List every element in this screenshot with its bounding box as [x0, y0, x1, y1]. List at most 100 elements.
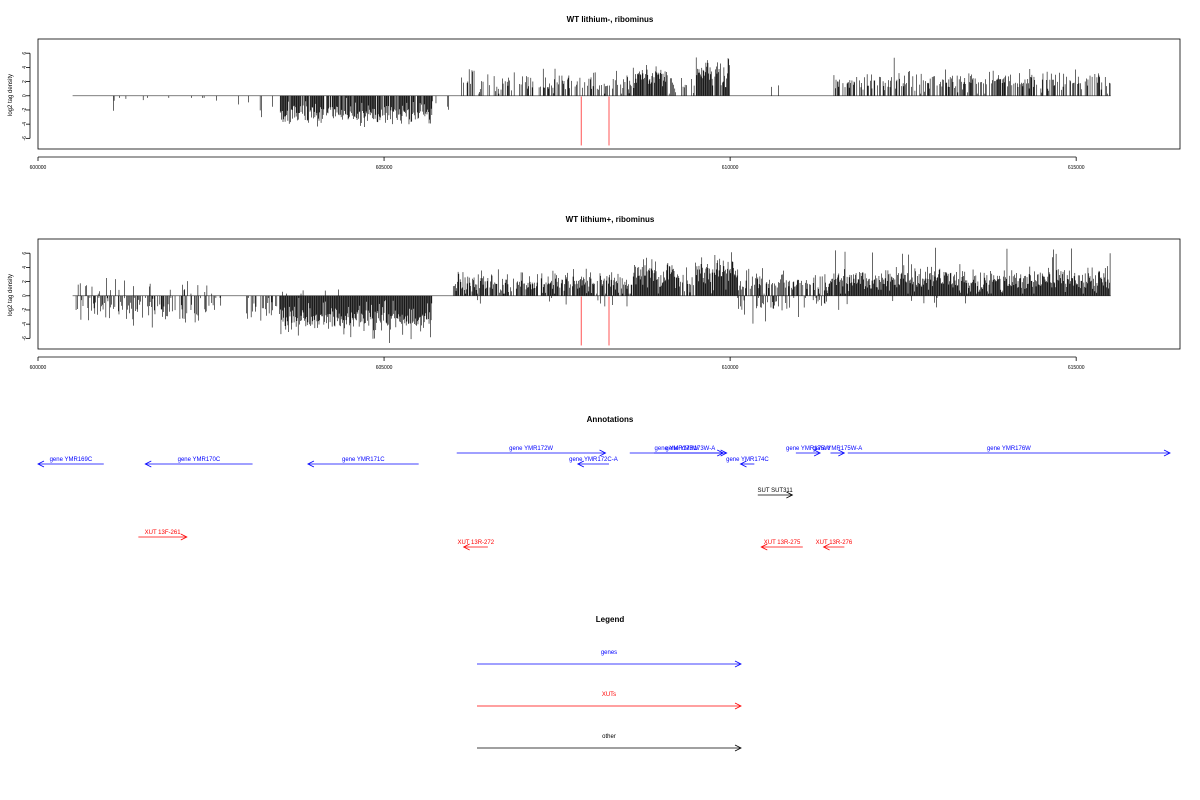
- annotation-feature: gene YMR175W-A: [812, 446, 862, 457]
- feature-label: gene YMR173W: [655, 446, 699, 452]
- feature-arrowhead: [462, 543, 470, 551]
- plot-frame: [37, 238, 1181, 350]
- feature-arrowhead: [720, 449, 728, 457]
- x-tick-label: 610000: [722, 165, 739, 171]
- y-tick-label: 4: [22, 266, 28, 269]
- legend-label: XUTs: [602, 692, 616, 698]
- panel-title: WT lithium-, ribominus: [567, 15, 654, 24]
- annotation-features: gene YMR169C gene YMR170C gene YMR171C gene…: [37, 446, 1171, 551]
- feature-arrowhead: [576, 460, 585, 468]
- y-tick-label: -4: [22, 122, 28, 127]
- feature-label: gene YMR175W: [786, 446, 830, 452]
- plot-frame: [37, 38, 1181, 150]
- feature-arrowhead: [760, 543, 768, 551]
- annotation-feature: XUT 13R-276: [816, 540, 853, 551]
- legend-arrowhead: [734, 744, 742, 752]
- annotation-feature: gene YMR173W-A: [653, 446, 728, 457]
- y-axis: -6 -4 -2 0 2 4 6: [22, 52, 31, 141]
- density-bars: [72, 247, 1111, 344]
- legend-entry: genes: [477, 650, 742, 668]
- x-tick-label: 600000: [30, 365, 47, 371]
- y-tick-label: 6: [22, 252, 28, 255]
- y-tick-label: -6: [22, 136, 28, 141]
- feature-arrowhead: [1163, 449, 1171, 457]
- feature-label: XUT 13F-261: [145, 530, 182, 536]
- y-axis-label: log2 tag density: [8, 74, 14, 116]
- track-panel-lithium-plus: WT lithium+, ribominus log2 tag density …: [8, 215, 1181, 371]
- x-tick-label: 605000: [376, 165, 393, 171]
- y-tick-label: -4: [22, 322, 28, 327]
- x-axis: 600000 605000 610000 615000: [30, 356, 1085, 371]
- y-axis-label: log2 tag density: [8, 274, 14, 316]
- y-tick-label: 0: [22, 94, 28, 97]
- annotation-feature: XUT 13R-275: [760, 540, 803, 551]
- y-tick-label: 0: [22, 294, 28, 297]
- legend-arrowhead: [734, 702, 742, 710]
- feature-label: gene YMR171C: [342, 457, 385, 463]
- y-axis: -6 -4 -2 0 2 4 6: [22, 252, 31, 341]
- feature-arrowhead: [739, 460, 747, 468]
- y-tick-label: -6: [22, 336, 28, 341]
- feature-arrowhead: [822, 543, 830, 551]
- x-tick-label: 615000: [1068, 365, 1085, 371]
- feature-arrowhead: [307, 460, 315, 468]
- annotation-feature: gene YMR171C: [307, 457, 419, 468]
- annotation-feature: gene YMR174C: [726, 457, 769, 468]
- legend-title: Legend: [596, 615, 625, 624]
- feature-arrowhead: [786, 491, 794, 499]
- y-tick-label: 2: [22, 280, 28, 283]
- annotation-feature: gene YMR172W: [456, 446, 607, 457]
- y-tick-label: 2: [22, 80, 28, 83]
- feature-label: gene YMR169C: [50, 457, 93, 463]
- annotations-title: Annotations: [587, 415, 634, 424]
- track-panel-lithium-minus: WT lithium-, ribominus log2 tag density …: [8, 15, 1181, 171]
- legend-entries: genes XUTs other: [477, 650, 742, 752]
- feature-arrowhead: [37, 460, 45, 468]
- y-tick-label: -2: [22, 308, 28, 313]
- x-tick-label: 605000: [376, 365, 393, 371]
- legend-entry: other: [477, 734, 742, 752]
- feature-arrowhead: [180, 533, 188, 541]
- annotation-feature: gene YMR170C: [144, 457, 253, 468]
- annotation-feature: XUT 13R-272: [457, 540, 495, 551]
- x-tick-label: 610000: [722, 365, 739, 371]
- feature-arrowhead: [813, 449, 821, 457]
- feature-arrowhead: [599, 449, 607, 457]
- x-tick-label: 615000: [1068, 165, 1085, 171]
- feature-label: gene YMR173W-A: [665, 446, 715, 452]
- density-bars: [72, 57, 1111, 128]
- annotation-feature: gene YMR169C: [37, 457, 104, 468]
- legend-label: genes: [601, 650, 617, 656]
- annotations-panel: Annotations gene YMR169C gene YMR170C gene…: [37, 415, 1171, 551]
- x-tick-label: 600000: [30, 165, 47, 171]
- y-tick-label: 6: [22, 52, 28, 55]
- annotation-feature: gene YMR172C-A: [569, 457, 618, 468]
- y-tick-label: -2: [22, 108, 28, 113]
- marker-lines: [580, 296, 610, 346]
- feature-label: XUT 13R-272: [457, 540, 494, 546]
- feature-arrowhead: [838, 449, 846, 457]
- panel-title: WT lithium+, ribominus: [566, 215, 655, 224]
- annotation-feature: gene YMR175W: [786, 446, 830, 457]
- legend-panel: Legend genes XUTs other: [477, 615, 742, 752]
- feature-arrowhead: [144, 460, 152, 468]
- feature-label: XUT 13R-276: [816, 540, 853, 546]
- feature-label: SUT SUT311: [758, 488, 794, 494]
- legend-arrowhead: [734, 660, 742, 668]
- legend-label: other: [602, 734, 616, 740]
- x-axis: 600000 605000 610000 615000: [30, 156, 1085, 171]
- feature-label: gene YMR176W: [987, 446, 1031, 452]
- y-tick-label: 4: [22, 66, 28, 69]
- feature-label: gene YMR174C: [726, 457, 769, 463]
- feature-label: gene YMR175W-A: [812, 446, 862, 452]
- feature-label: gene YMR172C-A: [569, 457, 618, 463]
- marker-lines: [580, 96, 610, 146]
- legend-entry: XUTs: [477, 692, 742, 710]
- feature-label: XUT 13R-275: [764, 540, 801, 546]
- annotation-feature: SUT SUT311: [758, 488, 794, 499]
- feature-label: gene YMR172W: [509, 446, 553, 452]
- feature-label: gene YMR170C: [178, 457, 221, 463]
- annotation-feature: XUT 13F-261: [138, 530, 188, 541]
- annotation-feature: gene YMR176W: [847, 446, 1171, 457]
